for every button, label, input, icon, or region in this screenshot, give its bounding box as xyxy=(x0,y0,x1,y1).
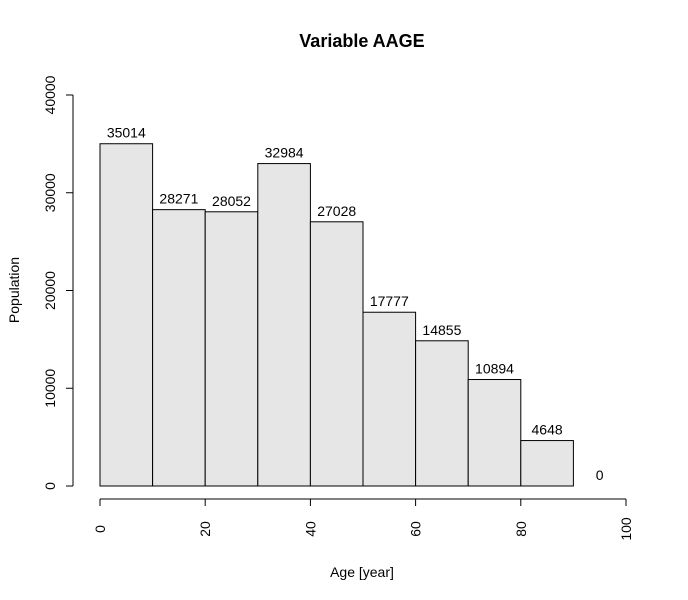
x-tick-label: 20 xyxy=(197,521,213,537)
bar-value-label: 28271 xyxy=(159,191,198,207)
bar-value-label: 4648 xyxy=(532,422,563,438)
y-tick-label: 0 xyxy=(42,482,58,490)
histogram-bar xyxy=(520,440,574,487)
y-axis: 0 10000 20000 30000 40000 xyxy=(42,75,74,490)
y-tick-label: 40000 xyxy=(42,75,58,114)
x-axis: 0 20 40 60 80 100 xyxy=(92,498,634,541)
x-tick-label: 40 xyxy=(302,521,318,537)
histogram-bar xyxy=(204,211,259,487)
histogram-bar xyxy=(257,163,311,487)
histogram-bar xyxy=(362,311,417,487)
bar-value-label: 35014 xyxy=(107,125,146,141)
bars-group xyxy=(99,143,574,487)
x-axis-label: Age [year] xyxy=(330,564,394,580)
bar-value-label: 10894 xyxy=(475,361,514,377)
x-tick-label: 0 xyxy=(92,525,108,533)
bar-value-label: 17777 xyxy=(370,293,409,309)
x-tick-label: 100 xyxy=(618,517,634,541)
bar-value-label: 14855 xyxy=(422,322,461,338)
y-tick-label: 20000 xyxy=(42,271,58,310)
histogram-bar xyxy=(152,209,206,487)
y-tick-label: 30000 xyxy=(42,173,58,212)
histogram-bar xyxy=(467,379,522,487)
x-tick-label: 80 xyxy=(513,521,529,537)
data-labels-group: 35014 28271 28052 32984 27028 17777 14855 10894… xyxy=(107,125,604,483)
y-axis-label: Population xyxy=(6,257,22,323)
histogram-bar xyxy=(415,340,469,487)
histogram-bar xyxy=(99,143,154,487)
bar-value-label: 28052 xyxy=(212,193,251,209)
histogram-bar xyxy=(309,221,364,487)
x-tick-label: 60 xyxy=(408,521,424,537)
bar-value-label: 0 xyxy=(596,467,604,483)
bar-value-label: 27028 xyxy=(317,203,356,219)
chart-title: Variable AAGE xyxy=(299,31,424,51)
bar-value-label: 32984 xyxy=(265,145,304,161)
y-tick-label: 10000 xyxy=(42,369,58,408)
